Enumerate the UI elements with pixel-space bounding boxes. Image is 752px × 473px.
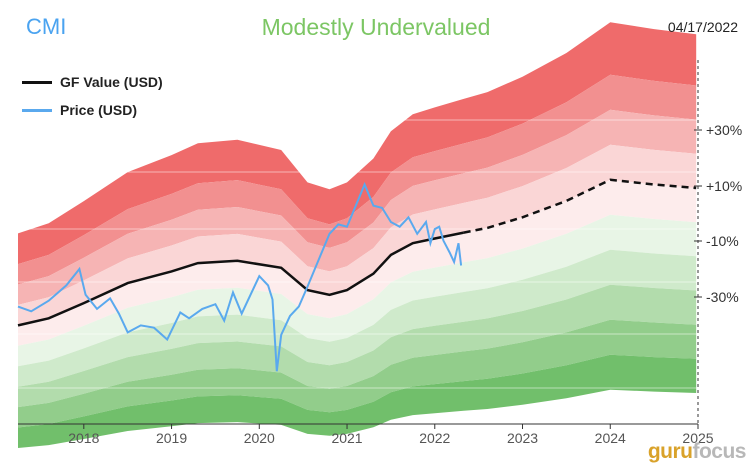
valuation-band: [18, 214, 697, 367]
valuation-band: [18, 74, 697, 285]
valuation-band: [18, 284, 697, 408]
x-tick-label: 2021: [331, 430, 362, 446]
gurufocus-logo: gurufocus: [647, 440, 747, 463]
x-tick-label: 2022: [419, 430, 450, 446]
band-label: -10%: [706, 233, 739, 249]
band-label: +10%: [706, 178, 742, 194]
valuation-band: [18, 179, 697, 346]
band-label: +30%: [706, 122, 742, 138]
price-line: [17, 181, 463, 372]
valuation-band: [18, 109, 697, 305]
gf-value-line: [17, 231, 464, 327]
axes: 2018 2019 2020 2021 2022 2023 2024 2025: [18, 60, 714, 446]
valuation-bands: [18, 22, 697, 448]
legend-label-price: Price (USD): [60, 102, 138, 118]
ticker-symbol: CMI: [26, 14, 67, 39]
valuation-band: [18, 144, 697, 326]
x-tick-label: 2019: [156, 430, 187, 446]
series-lines: [17, 178, 697, 372]
band-labels: +30% +10% -10% -30%: [694, 122, 742, 305]
legend-swatch-gf-value: [22, 80, 52, 84]
x-tick-label: 2023: [507, 430, 538, 446]
gf-value-projected-line: [463, 178, 697, 234]
x-tick-label: 2018: [68, 430, 99, 446]
valuation-band: [18, 354, 697, 448]
legend-item-gf-value: GF Value (USD): [22, 74, 163, 90]
chart-date: 04/17/2022: [667, 19, 738, 35]
x-tick-label: 2025: [682, 430, 713, 446]
legend-item-price: Price (USD): [22, 102, 137, 118]
valuation-label: Modestly Undervalued: [261, 14, 491, 40]
band-label: -30%: [706, 289, 739, 305]
valuation-band: [18, 319, 697, 428]
valuation-band: [18, 22, 697, 265]
x-tick-label: 2020: [244, 430, 275, 446]
legend-swatch-price: [22, 108, 52, 112]
legend-label-gf-value: GF Value (USD): [60, 74, 163, 90]
valuation-band: [18, 249, 697, 387]
x-tick-label: 2024: [595, 430, 626, 446]
